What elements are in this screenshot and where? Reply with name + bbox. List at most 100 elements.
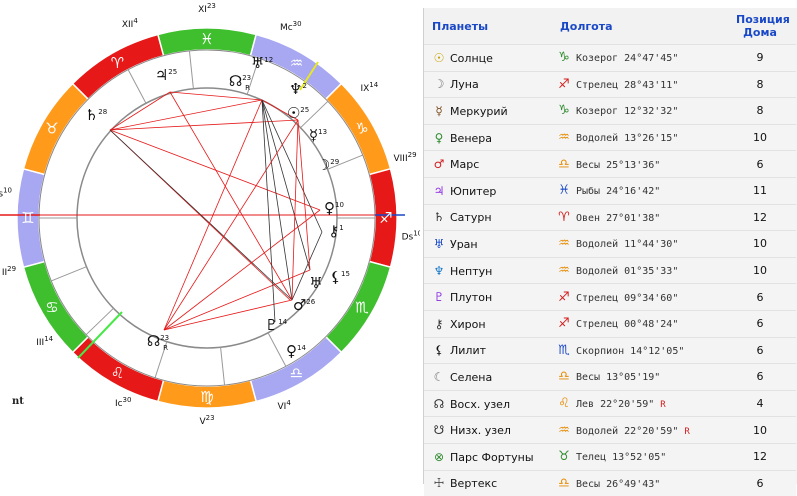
house-cell: 6 (736, 150, 796, 178)
planet-icon: ♇ (433, 290, 445, 305)
planet-icon: ☋ (433, 423, 445, 438)
retrograde-mark: R (684, 426, 690, 437)
planet-cell: ☾ Селена (424, 363, 552, 391)
house-cell: 8 (736, 70, 796, 98)
aspect-line (163, 119, 299, 331)
longitude-value: Козерог 12°32'32" (576, 106, 679, 118)
longitude-cell: ♐ Стрелец 09°34'60" (552, 283, 736, 311)
retrograde-mark: R (660, 400, 666, 411)
planet-icon: ☊ (433, 396, 445, 411)
longitude-value: Рыбы 24°16'42" (576, 186, 661, 198)
table-row: ☩ Вертекс ♎ Весы 26°49'43" 6 (424, 469, 796, 496)
planet-marker-icon: ☊23 R (147, 332, 169, 352)
aspect-line (163, 269, 311, 331)
longitude-cell: ♑ Козерог 24°47'45" (552, 44, 736, 72)
planet-icon: ☽ (433, 77, 445, 92)
planet-icon: ♃ (433, 183, 445, 198)
zodiac-sign-icon: ♑ (558, 103, 570, 119)
planet-name: Марс (450, 158, 480, 172)
house-cell: 6 (736, 363, 796, 391)
planet-name: Селена (450, 370, 493, 384)
zodiac-sign-icon: ♏ (558, 342, 570, 358)
zodiac-sign-icon: ♒ (558, 263, 570, 279)
house-cell: 10 (736, 416, 796, 444)
zodiac-sign-icon: ♑ (355, 120, 368, 138)
planet-cell: ☽ Луна (424, 70, 552, 98)
house-label: Mc30 (280, 20, 302, 33)
planet-name: Нептун (450, 264, 493, 278)
aspect-line (163, 209, 321, 331)
planet-icon: ⊗ (433, 449, 445, 464)
zodiac-sign-icon: ♎ (558, 369, 570, 385)
longitude-cell: ♎ Весы 25°13'36" (552, 150, 736, 178)
aspect-line (109, 129, 293, 301)
planet-name: Лилит (450, 344, 487, 358)
longitude-value: Телец 13°52'05" (576, 452, 667, 464)
zodiac-sign-icon: ♎ (558, 156, 570, 172)
house-cusp-line (85, 307, 114, 336)
house-cusp-line (51, 266, 87, 282)
aspect-line (261, 99, 299, 121)
planet-cell: ♄ Сатурн (424, 203, 552, 231)
table-row: ♅ Уран ♒ Водолей 11°44'30" 10 (424, 230, 796, 258)
planet-cell: ☋ Низх. узел (424, 416, 552, 444)
table-row: ♇ Плутон ♐ Стрелец 09°34'60" 6 (424, 283, 796, 311)
planet-marker-icon: ♆2 (289, 80, 307, 98)
longitude-cell: ♌ Лев 22°20'59" R (552, 389, 736, 417)
house-cusp-line (246, 58, 260, 95)
longitude-value: Стрелец 09°34'60" (576, 292, 679, 304)
planet-marker-icon: ♅ (309, 274, 322, 292)
planet-icon: ☾ (433, 369, 445, 384)
aspect-line (297, 119, 311, 271)
house-cusp-line (220, 347, 226, 386)
aspect-line (109, 129, 321, 211)
planet-icon: ⚷ (434, 316, 444, 331)
planet-icon: ⚸ (434, 343, 444, 358)
planet-marker-icon: ☊23 R (229, 72, 251, 92)
house-label: V23 (199, 414, 214, 427)
table-row: ⚸ Лилит ♏ Скорпион 14°12'05" 6 (424, 336, 796, 364)
planets-table: Планеты Долгота Позиция Дома ☉ Солнце ♑ Коз… (424, 8, 796, 496)
longitude-cell: ♒ Водолей 11°44'30" (552, 230, 736, 258)
table-row: ⊗ Парс Фортуны ♉ Телец 13°52'05" 12 (424, 442, 796, 470)
zodiac-sign-icon: ♏ (355, 299, 369, 317)
planet-cell: ☉ Солнце (424, 44, 552, 72)
planet-cell: ♆ Нептун (424, 256, 552, 284)
planet-icon: ♀ (434, 130, 444, 145)
table-row: ☊ Восх. узел ♌ Лев 22°20'59" R 4 (424, 389, 796, 417)
zodiac-sign-icon: ♌ (558, 396, 570, 412)
aspect-line (163, 99, 263, 331)
house-cell: 6 (736, 309, 796, 338)
house-cusp-line (327, 154, 363, 170)
house-label: IX14 (360, 81, 378, 94)
zodiac-sign-icon: ♍ (200, 388, 213, 406)
longitude-value: Козерог 24°47'45" (576, 53, 679, 65)
longitude-value: Скорпион 14°12'05" (576, 345, 685, 357)
aspect-line (169, 91, 263, 101)
zodiac-sign-icon: ♊ (21, 209, 34, 227)
longitude-cell: ♒ Водолей 01°35'33" (552, 256, 736, 284)
house-cell: 8 (736, 97, 796, 125)
planet-icon: ♆ (433, 263, 445, 278)
house-label: II29 (2, 265, 16, 278)
zodiac-sign-icon: ♒ (558, 236, 570, 252)
table-row: ☿ Меркурий ♑ Козерог 12°32'32" 8 (424, 97, 796, 125)
zodiac-sign-icon: ♓ (200, 30, 213, 48)
planet-cell: ♅ Уран (424, 230, 552, 258)
planet-icon: ♄ (433, 210, 445, 225)
zodiac-sign-icon: ♋ (45, 299, 58, 317)
house-label: Ic30 (115, 396, 132, 409)
house-label: VI4 (278, 399, 292, 412)
chart-footer-text: nt (12, 396, 24, 407)
aspect-line (261, 99, 323, 233)
planet-name: Парс Фортуны (450, 450, 534, 464)
longitude-cell: ♎ Весы 26°49'43" (552, 469, 736, 496)
zodiac-sign-icon: ♈ (111, 54, 124, 72)
planet-name: Восх. узел (450, 397, 510, 411)
planet-icon: ☩ (433, 476, 445, 491)
aspect-line (261, 99, 311, 271)
house-cell: 4 (736, 389, 796, 417)
house-cell: 12 (736, 203, 796, 231)
planet-cell: ☊ Восх. узел (424, 389, 552, 417)
house-label: III14 (36, 335, 53, 348)
